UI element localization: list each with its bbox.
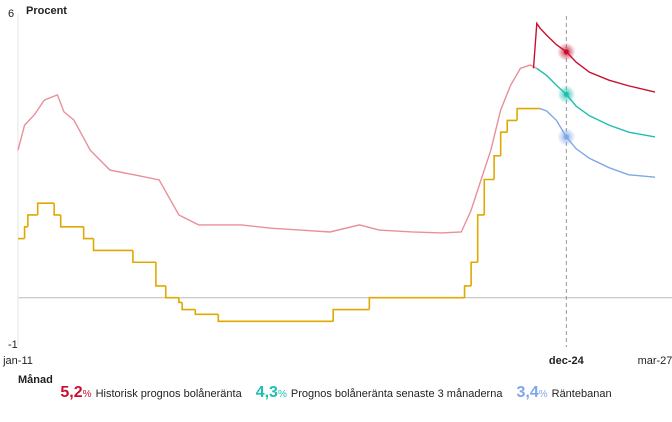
step-segment <box>483 178 495 215</box>
y-tick-label: -1 <box>8 339 18 351</box>
step-segment <box>36 202 55 215</box>
x-axis-label: Månad <box>18 374 53 384</box>
series-line <box>539 107 656 178</box>
legend-label: Prognos bolåneränta senaste 3 månaderna <box>290 388 503 400</box>
legend-unit: % <box>82 389 92 400</box>
series-line <box>536 67 656 138</box>
x-tick-label: mar-27 <box>638 355 672 367</box>
step-segment <box>470 261 478 286</box>
step-segment <box>92 238 133 252</box>
step-segment <box>493 155 501 180</box>
step-segment <box>27 214 38 227</box>
step-segment <box>217 314 334 323</box>
legend-value: 3,4 <box>516 384 539 401</box>
step-segment <box>194 309 219 316</box>
step-segment <box>476 214 485 263</box>
step-segment <box>164 285 179 299</box>
x-tick-label: jan-11 <box>2 355 33 367</box>
step-segment <box>155 262 166 287</box>
legend: 5,2% Historisk prognos bolåneränta 4,3% Pro… <box>0 384 672 402</box>
legend-unit: % <box>277 389 287 400</box>
step-segment <box>368 296 465 310</box>
marker <box>563 49 569 55</box>
step-segment <box>23 225 28 239</box>
step-segment <box>499 131 508 156</box>
series-line <box>532 21 656 93</box>
legend-item: 5,2% Historisk prognos bolåneränta <box>60 384 241 402</box>
legend-item: 4,3% Prognos bolåneränta senaste 3 månade… <box>256 384 503 402</box>
legend-value: 5,2 <box>60 384 83 401</box>
y-axis-label: Procent <box>26 5 67 17</box>
step-segment <box>516 107 541 121</box>
x-tick-label: dec-24 <box>549 355 585 367</box>
legend-unit: % <box>538 389 548 400</box>
legend-label: Historisk prognos bolåneränta <box>95 388 242 400</box>
legend-item: 3,4% Räntebanan <box>516 384 611 402</box>
step-segment <box>181 302 196 311</box>
step-segment <box>82 226 94 240</box>
marker <box>563 134 569 140</box>
marker <box>563 91 569 97</box>
step-segment <box>178 297 183 304</box>
step-segment <box>132 250 156 264</box>
step-segment <box>332 308 370 322</box>
series-line <box>17 64 538 234</box>
y-tick-label: 6 <box>8 8 14 20</box>
step-segment <box>59 214 84 228</box>
chart: Procent Månad -1 6 jan-11 dec-24 mar-27 <box>2 5 672 384</box>
legend-label: Räntebanan <box>551 388 612 400</box>
step-segment <box>506 119 518 133</box>
legend-value: 4,3 <box>255 384 278 401</box>
step-segment <box>53 203 61 216</box>
step-segment <box>463 285 472 298</box>
